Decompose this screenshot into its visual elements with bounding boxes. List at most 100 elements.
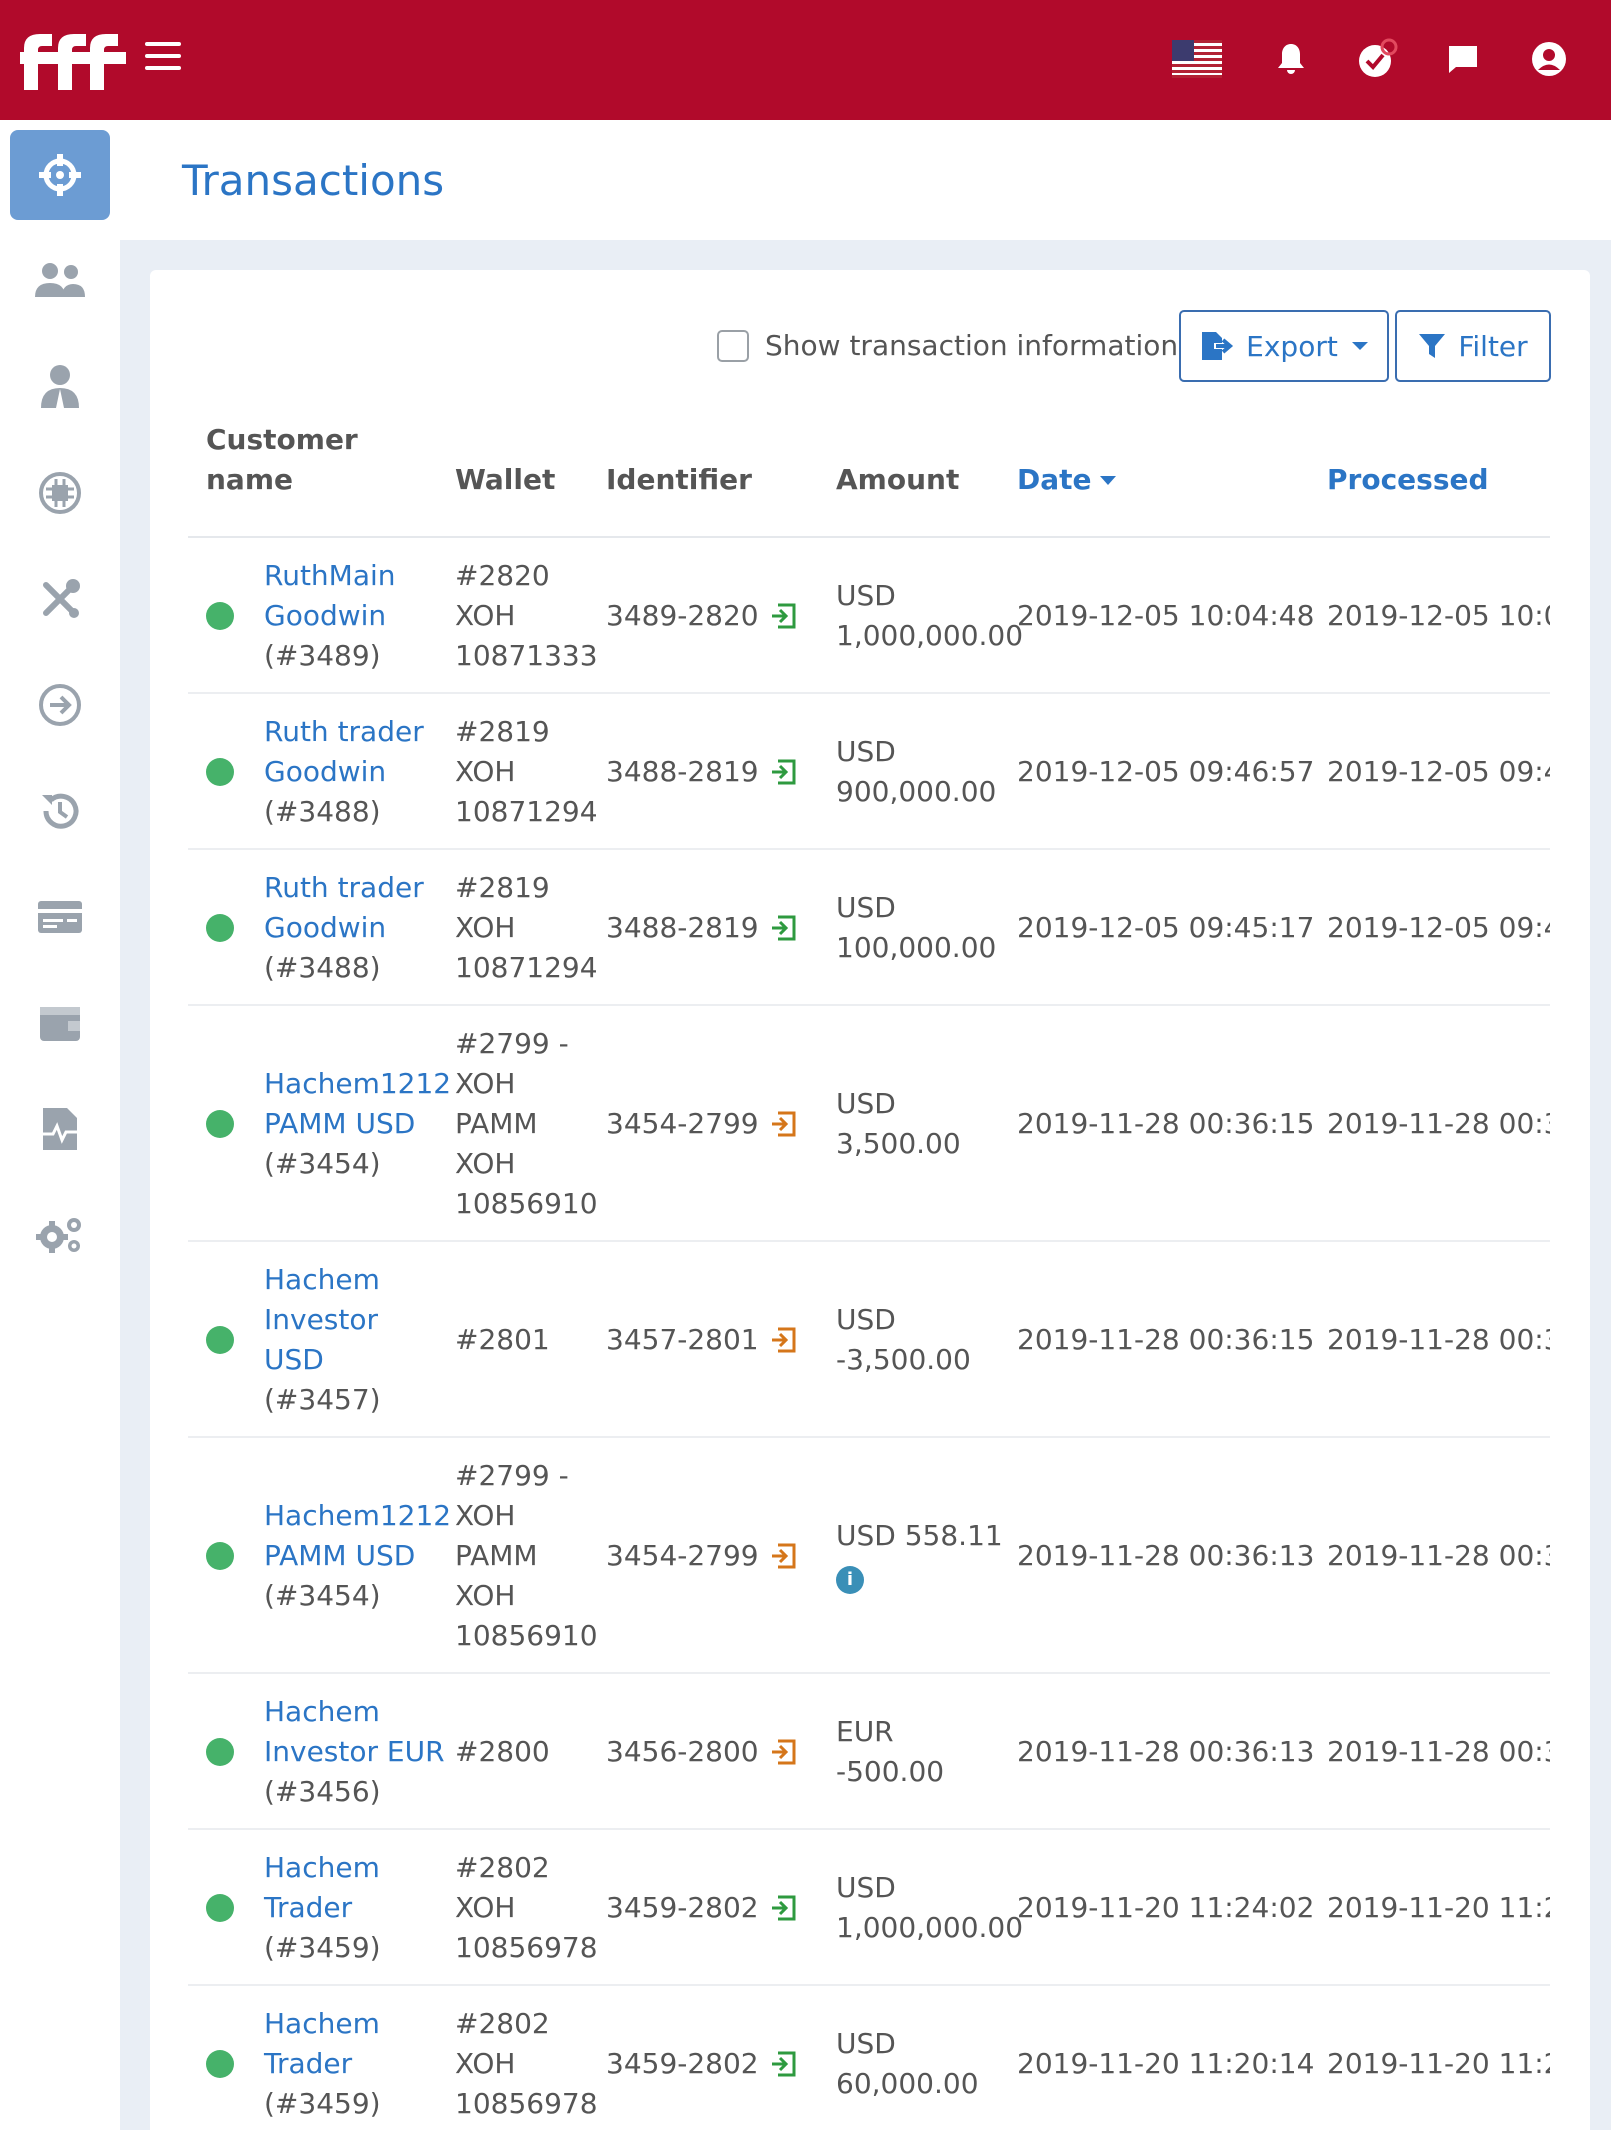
transfer-icon: [772, 1327, 796, 1353]
customer-name-link[interactable]: Hachem: [264, 1851, 380, 1884]
header-processed[interactable]: Processed: [1327, 463, 1489, 496]
customer-name-link[interactable]: Hachem: [264, 1263, 380, 1296]
filter-icon: [1419, 334, 1446, 358]
sidebar-item-technology[interactable]: [0, 448, 120, 538]
status-indicator: [206, 1738, 234, 1766]
status-indicator: [206, 1110, 234, 1138]
identifier-cell: 3459-2802: [606, 1891, 759, 1924]
customer-name-link[interactable]: Ruth trader: [264, 871, 424, 904]
customer-name-link[interactable]: Trader: [264, 1891, 353, 1924]
tasks-check-icon[interactable]: [1350, 36, 1404, 82]
customer-name-cell: Ruth trader Goodwin (#3488): [264, 868, 424, 988]
customer-name-link[interactable]: Hachem: [264, 1695, 380, 1728]
header-date[interactable]: Date: [1017, 460, 1116, 500]
identifier-cell: 3454-2799: [606, 1107, 759, 1140]
date-cell: 2019-12-05 09:46:57: [1017, 755, 1315, 788]
customer-id: (#3454): [264, 1579, 381, 1612]
identifier-cell: 3488-2819: [606, 911, 759, 944]
us-flag-icon[interactable]: [1170, 36, 1224, 82]
brand-logo[interactable]: [18, 28, 130, 94]
customer-name-link[interactable]: Trader: [264, 2047, 353, 2080]
date-cell: 2019-11-28 00:36:15: [1017, 1107, 1315, 1140]
sidebar-item-transactions[interactable]: [0, 872, 120, 962]
sidebar-item-wallets[interactable]: [0, 978, 120, 1068]
customer-name-link[interactable]: Goodwin: [264, 599, 387, 632]
sidebar-item-reports[interactable]: [0, 1084, 120, 1174]
sidebar-item-transfers[interactable]: [0, 660, 120, 750]
dashboard-crosshair-icon: [39, 154, 81, 196]
table-row[interactable]: Ruth trader Goodwin (#3488) #2819 XOH 1087129…: [188, 694, 1550, 850]
table-row[interactable]: Hachem1212 PAMM USD (#3454) #2799 - XOH PAMM X…: [188, 1438, 1550, 1674]
sidebar-item-tools[interactable]: [0, 554, 120, 644]
export-button[interactable]: Export: [1179, 310, 1389, 382]
filter-button[interactable]: Filter: [1395, 310, 1551, 382]
header-identifier[interactable]: Identifier: [606, 463, 752, 496]
table-header-row: Customer name Wallet Identifier Amount D…: [188, 420, 1550, 538]
wallet-cell: #2799 - XOH PAMM XOH 10856910: [455, 1459, 598, 1652]
customer-name-link[interactable]: Hachem1212: [264, 1067, 452, 1100]
customer-name-link[interactable]: Investor: [264, 1303, 379, 1336]
bell-icon[interactable]: [1264, 36, 1318, 82]
customer-id: (#3456): [264, 1775, 381, 1808]
customer-name-link[interactable]: Investor EUR: [264, 1735, 445, 1768]
customer-id: (#3459): [264, 2087, 381, 2120]
customer-name-cell: Hachem1212 PAMM USD (#3454): [264, 1064, 451, 1184]
table-row[interactable]: Hachem1212 PAMM USD (#3454) #2799 - XOH PAMM X…: [188, 1006, 1550, 1242]
wallet-icon: [40, 1007, 80, 1041]
sidebar-item-users[interactable]: [0, 236, 120, 326]
sidebar-item-dashboard[interactable]: [0, 130, 120, 220]
customer-name-link[interactable]: USD: [264, 1343, 324, 1376]
identifier-cell: 3489-2820: [606, 599, 759, 632]
amount-cell: USD 1,000,000.00: [836, 579, 1024, 652]
transfer-icon: [772, 1543, 796, 1569]
status-indicator: [206, 1894, 234, 1922]
customer-name-link[interactable]: Hachem: [264, 2007, 380, 2040]
file-export-icon: [1202, 332, 1234, 360]
sidebar-item-managers[interactable]: [0, 342, 120, 432]
wallet-cell: #2802 XOH 10856978: [455, 1851, 598, 1964]
user-circle-icon[interactable]: [1522, 36, 1576, 82]
customer-name-cell: Hachem Investor USD (#3457): [264, 1260, 381, 1420]
sort-desc-icon: [1099, 475, 1116, 485]
status-indicator: [206, 2050, 234, 2078]
identifier-cell: 3459-2802: [606, 2047, 759, 2080]
customer-id: (#3457): [264, 1383, 381, 1416]
customer-name-link[interactable]: PAMM USD: [264, 1107, 416, 1140]
sidebar-item-settings[interactable]: [0, 1190, 120, 1280]
date-cell: 2019-11-28 00:36:13: [1017, 1539, 1315, 1572]
header-amount[interactable]: Amount: [836, 463, 960, 496]
customer-name-link[interactable]: Hachem1212: [264, 1499, 452, 1532]
table-row[interactable]: Hachem Investor USD (#3457) #2801 3457-2801 US…: [188, 1242, 1550, 1438]
customer-name-link[interactable]: Ruth trader: [264, 715, 424, 748]
table-row[interactable]: Hachem Trader (#3459) #2802 XOH 10856978 3459-…: [188, 1830, 1550, 1986]
customer-name-link[interactable]: Goodwin: [264, 911, 387, 944]
table-row[interactable]: Ruth trader Goodwin (#3488) #2819 XOH 1087129…: [188, 850, 1550, 1006]
header-wallet[interactable]: Wallet: [455, 463, 556, 496]
chat-icon[interactable]: [1436, 36, 1490, 82]
deposit-icon: [772, 915, 796, 941]
info-icon[interactable]: i: [836, 1566, 864, 1594]
sidebar-item-history[interactable]: [0, 766, 120, 856]
date-cell: 2019-11-20 11:20:14: [1017, 2047, 1315, 2080]
processed-cell: 2019-11-28 00:36:15: [1327, 1107, 1550, 1140]
amount-cell: USD 100,000.00: [836, 891, 997, 964]
table-row[interactable]: Hachem Investor EUR (#3456) #2800 3456-2800 E…: [188, 1674, 1550, 1830]
sidebar-nav: [0, 120, 120, 2130]
status-indicator: [206, 602, 234, 630]
table-row[interactable]: Hachem Trader (#3459) #2802 XOH 10856978 3459-…: [188, 1986, 1550, 2130]
show-transaction-info-toggle[interactable]: Show transaction information: [717, 329, 1178, 362]
users-icon: [35, 263, 85, 297]
arrow-right-circle-icon: [39, 684, 81, 726]
deposit-icon: [772, 1895, 796, 1921]
table-row[interactable]: RuthMain Goodwin (#3489) #2820 XOH 10871333 34…: [188, 538, 1550, 694]
customer-name-link[interactable]: RuthMain: [264, 559, 396, 592]
show-info-checkbox[interactable]: [717, 329, 749, 362]
customer-name-link[interactable]: Goodwin: [264, 755, 387, 788]
amount-cell: USD 900,000.00: [836, 735, 997, 808]
filter-label: Filter: [1458, 329, 1528, 363]
header-customer-name[interactable]: Customer name: [206, 423, 358, 496]
menu-toggle-icon[interactable]: [145, 42, 181, 72]
wallet-cell: #2799 - XOH PAMM XOH 10856910: [455, 1027, 598, 1220]
processed-cell: 2019-11-28 00:36:14: [1327, 1539, 1550, 1572]
customer-name-link[interactable]: PAMM USD: [264, 1539, 416, 1572]
